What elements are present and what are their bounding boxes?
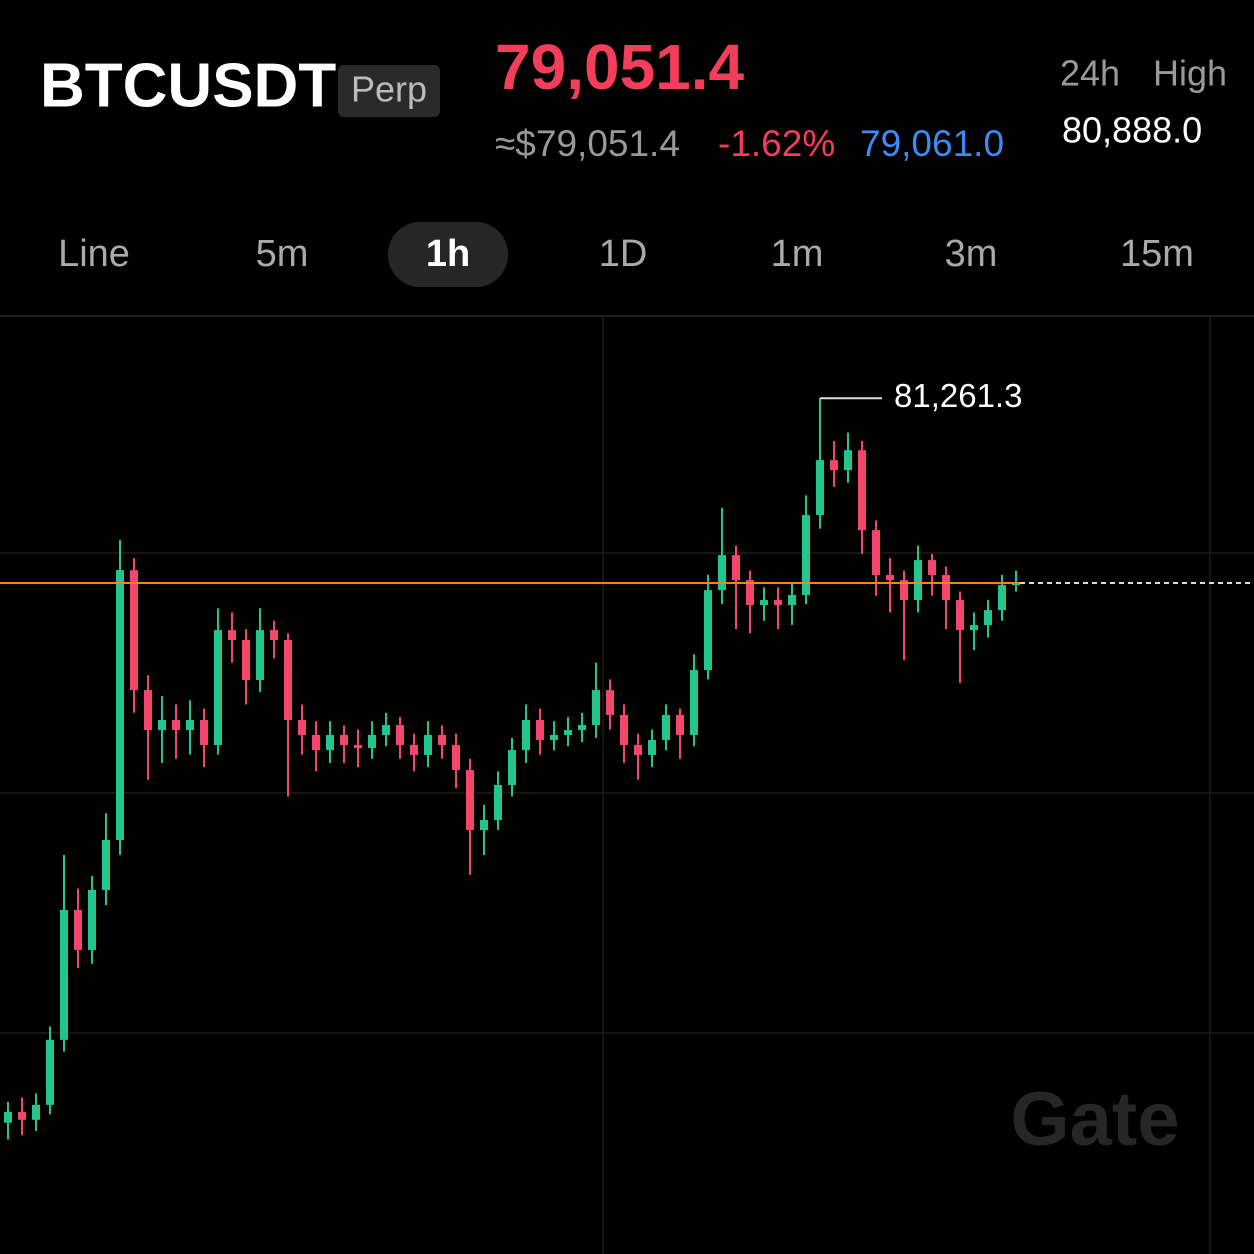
- tab[interactable]: Line: [58, 233, 130, 275]
- candle-body: [144, 690, 152, 731]
- candle-body: [984, 610, 992, 626]
- tag-bg: [338, 65, 440, 117]
- candle-body: [676, 714, 684, 735]
- candle-body: [858, 450, 866, 531]
- candle-body: [536, 720, 544, 740]
- candle-body: [382, 725, 390, 735]
- candle-body: [732, 555, 740, 581]
- stat-period: 24h: [1060, 53, 1120, 94]
- candle-body: [522, 720, 530, 751]
- watermark: Gate: [1011, 1077, 1180, 1162]
- candle-body: [368, 734, 376, 749]
- stat-name: High: [1153, 53, 1227, 94]
- candle-body: [438, 734, 446, 746]
- candle-body: [788, 595, 796, 606]
- candle-body: [46, 1039, 54, 1105]
- candle-body: [942, 575, 950, 601]
- tag: Perp: [351, 69, 427, 110]
- candle-body: [60, 909, 68, 1040]
- candle-body: [928, 560, 936, 576]
- candle-body: [620, 714, 628, 746]
- tab[interactable]: 3m: [945, 233, 998, 275]
- candle-body: [116, 570, 124, 840]
- candle-body: [88, 889, 96, 950]
- candle-body: [662, 714, 670, 740]
- candle-body: [452, 745, 460, 771]
- candle-body: [242, 640, 250, 681]
- candle-body: [18, 1111, 26, 1120]
- candle-body: [774, 600, 782, 606]
- candle-body: [704, 590, 712, 671]
- price: 79,051.4: [495, 31, 745, 103]
- candle-body: [998, 585, 1006, 611]
- candle-body: [690, 670, 698, 735]
- candle-body: [396, 725, 404, 746]
- candle-body: [130, 570, 138, 691]
- tab[interactable]: 1D: [599, 233, 648, 275]
- candle-body: [648, 739, 656, 755]
- candle-body: [970, 625, 978, 631]
- approx-price: ≈$79,051.4: [495, 123, 680, 164]
- candle-body: [312, 734, 320, 751]
- tab[interactable]: 1h: [426, 233, 470, 275]
- candle-body: [746, 580, 754, 606]
- candle-body: [4, 1111, 12, 1123]
- plot: 81,261.3: [0, 377, 1254, 1140]
- candle-body: [564, 730, 572, 735]
- candle-body: [466, 770, 474, 830]
- candle-body: [634, 745, 642, 755]
- mark-price: 79,061.0: [860, 123, 1004, 164]
- high-marker-label: 81,261.3: [894, 377, 1022, 414]
- change: -1.62%: [718, 123, 835, 164]
- candle-body: [760, 600, 768, 606]
- symbol: BTCUSDT: [40, 51, 336, 120]
- candle-body: [186, 720, 194, 731]
- candle-body: [102, 839, 110, 890]
- tab-active-bg: [388, 222, 508, 287]
- candle-body: [340, 734, 348, 746]
- grid: [0, 318, 1254, 1254]
- candle-body: [480, 819, 488, 830]
- candle-body: [32, 1104, 40, 1120]
- candle-body: [550, 734, 558, 740]
- stat-value: 80,888.0: [1062, 110, 1202, 151]
- candle-body: [606, 690, 614, 715]
- candle-body: [844, 450, 852, 471]
- candle-body: [172, 720, 180, 731]
- candle-body: [214, 630, 222, 746]
- candle-body: [592, 690, 600, 726]
- tab[interactable]: 1m: [771, 233, 824, 275]
- tabs: Line 5m 1h 1D 1m 3m 15m: [58, 222, 1194, 287]
- candle-body: [956, 600, 964, 631]
- candle-body: [508, 750, 516, 785]
- candle-body: [200, 720, 208, 746]
- candle-body: [158, 720, 166, 731]
- tab[interactable]: 15m: [1120, 233, 1194, 275]
- candle-body: [802, 515, 810, 596]
- candle-body: [270, 630, 278, 641]
- candle-body: [494, 784, 502, 820]
- candle-body: [830, 460, 838, 471]
- candle-body: [914, 560, 922, 601]
- candle-body: [326, 734, 334, 751]
- candle-body: [354, 745, 362, 749]
- candle-body: [718, 555, 726, 591]
- candle-body: [284, 640, 292, 721]
- candle-body: [424, 734, 432, 755]
- candle-body: [1012, 583, 1020, 586]
- candle-body: [74, 909, 82, 950]
- candle-body: [872, 530, 880, 576]
- candle-body: [886, 575, 894, 581]
- candle-body: [410, 745, 418, 755]
- candle-body: [228, 630, 236, 641]
- tab[interactable]: 5m: [256, 233, 309, 275]
- candle-body: [900, 580, 908, 601]
- candle-body: [578, 725, 586, 731]
- candle-body: [256, 630, 264, 681]
- candle-body: [816, 460, 824, 516]
- candle-body: [298, 720, 306, 735]
